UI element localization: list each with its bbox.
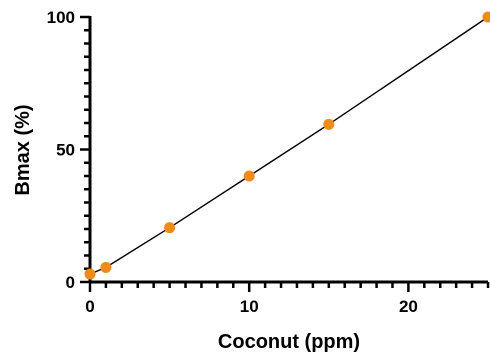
- data-point: [482, 11, 490, 23]
- fit-curve-layer: [89, 16, 489, 275]
- axes: 0 10 20 0 50 100: [47, 8, 490, 316]
- y-tick-label: 100: [47, 8, 75, 27]
- x-tick-label: 0: [85, 297, 94, 316]
- y-axis-title: Bmax (%): [12, 104, 34, 195]
- x-axis-title: Coconut (ppm): [218, 331, 360, 353]
- data-point: [84, 268, 96, 280]
- x-tick-label: 10: [240, 297, 259, 316]
- data-point: [243, 170, 255, 182]
- data-points: [84, 11, 490, 280]
- y-tick-label: 0: [66, 273, 75, 292]
- data-point: [164, 222, 176, 234]
- y-tick-label: 50: [56, 141, 75, 160]
- data-point: [323, 118, 335, 130]
- data-point: [100, 261, 112, 273]
- fit-curve: [89, 16, 489, 275]
- x-tick-label: 20: [399, 297, 418, 316]
